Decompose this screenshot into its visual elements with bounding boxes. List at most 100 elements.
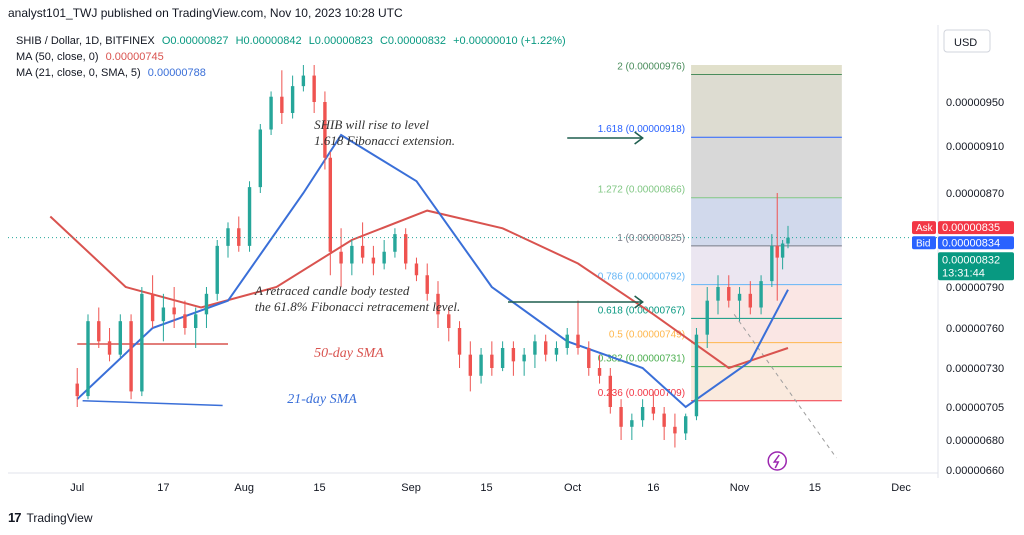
price-tag: [938, 252, 1014, 281]
ask-value: 0.00000835: [942, 222, 1000, 234]
candle-body: [393, 234, 397, 252]
last-price-value: 0.00000832: [942, 254, 1000, 266]
candle-body: [425, 275, 429, 294]
fib-zone: [691, 197, 842, 246]
candle-body: [150, 293, 155, 322]
price-tick-label: 0.00000870: [946, 188, 1004, 200]
candle-body: [619, 407, 623, 427]
candle-body: [554, 348, 559, 355]
lightning-icon: [767, 451, 787, 471]
fib-top-zone: [691, 65, 842, 75]
candle-body: [301, 75, 306, 87]
candle-body: [172, 307, 176, 315]
price-tag: [938, 236, 1014, 250]
candle-body: [86, 321, 90, 397]
price-tick-label: 0.00000790: [946, 282, 1004, 294]
candle-body: [522, 354, 526, 362]
fib-zone: [691, 245, 842, 285]
fib-level-label: 0.382 (0.00000731): [598, 354, 685, 365]
candle-body: [118, 321, 123, 355]
time-tick-label: Dec: [891, 482, 911, 494]
candle-body: [371, 257, 376, 264]
price-tag: [912, 236, 936, 250]
candle-body: [759, 281, 763, 308]
currency-label: USD: [954, 37, 977, 49]
publish-header: analyst101_TWJ published on TradingView.…: [8, 6, 403, 20]
candle-body: [651, 407, 656, 414]
candle-body: [490, 354, 494, 368]
legend-ma21-value: 0.00000788: [147, 67, 206, 79]
time-tick-label: 16: [647, 482, 659, 494]
candle-body: [447, 314, 451, 328]
fib-level-label: 2 (0.00000976): [617, 62, 685, 73]
ask-label: Ask: [916, 223, 934, 234]
candle-body: [457, 328, 462, 355]
legend-ma50-value: 0.00000745: [105, 51, 164, 63]
candle-body: [183, 314, 187, 328]
fib-level-label: 1.618 (0.00000918): [598, 124, 685, 135]
candle-body: [215, 245, 219, 294]
price-tag: [938, 221, 1014, 235]
annotation-fib-extension-line1: SHIB will rise to level: [314, 117, 429, 132]
annotation-retracement-line2: the 61.8% Fibonacci retracement level.: [255, 299, 460, 314]
trend-dashed-line: [733, 314, 837, 459]
candle-body: [775, 245, 779, 258]
candle-body: [716, 287, 720, 301]
candle-body: [75, 383, 79, 397]
time-tick-label: 15: [480, 482, 492, 494]
candle-body: [780, 243, 785, 258]
legend-open: O0.00000827: [161, 35, 229, 47]
tradingview-logo-icon: 17: [8, 510, 22, 525]
legend-ma21-label: MA (21, close, 0, SMA, 5): [16, 67, 141, 79]
candle-body: [683, 416, 688, 434]
candle-body: [350, 245, 354, 264]
candle-body: [107, 341, 112, 355]
footer: 17 TradingView: [8, 510, 93, 525]
legend-ma50-row: MA (50, close, 0) 0.00000745: [16, 49, 570, 65]
candle-body: [414, 263, 419, 276]
candle-body: [328, 157, 333, 252]
lightning-icon-bolt: [772, 454, 780, 469]
candle-body: [269, 96, 273, 130]
annotation-sma50: 50-day SMA: [314, 346, 384, 361]
annotation-sma21: 21-day SMA: [287, 392, 357, 407]
time-tick-label: Aug: [234, 482, 254, 494]
legend-symbol-row: SHIB / Dollar, 1D, BITFINEX O0.00000827 …: [16, 33, 570, 49]
price-tick-label: 0.00000730: [946, 363, 1004, 375]
countdown-value: 13:31:44: [942, 267, 985, 279]
candle-body: [770, 245, 774, 282]
candle-body: [479, 354, 483, 376]
legend-ma21-row: MA (21, close, 0, SMA, 5) 0.00000788: [16, 65, 570, 81]
candle-body: [533, 341, 537, 355]
sma21-support-line: [82, 400, 223, 407]
fib-zone: [691, 137, 842, 198]
candle-body: [500, 348, 505, 368]
time-tick-label: 17: [157, 482, 169, 494]
time-tick-label: Jul: [70, 482, 84, 494]
candle-body: [290, 86, 295, 113]
time-tick-label: Oct: [564, 482, 581, 494]
candle-body: [543, 341, 548, 355]
candle-body: [97, 321, 101, 342]
fib-level-label: 0.5 (0.00000749): [609, 330, 685, 341]
price-tick-label: 0.00000910: [946, 141, 1004, 153]
fib-level-label: 0.236 (0.00000709): [598, 388, 685, 399]
candle-body: [312, 75, 316, 102]
candle-body: [403, 234, 408, 264]
candle-body: [226, 228, 230, 246]
candle-body: [511, 348, 516, 362]
fib-level-label: 1.272 (0.00000866): [598, 185, 685, 196]
candle-body: [382, 251, 386, 264]
candle-body: [597, 368, 602, 376]
candle-body: [436, 293, 440, 315]
price-tick-label: 0.00000660: [946, 465, 1004, 477]
candle-body: [161, 307, 166, 322]
price-chart[interactable]: 2 (0.00000976) 1.618 (0.00000918) 1.272 (0…: [0, 25, 1024, 505]
candle-body: [587, 348, 591, 368]
candle-body: [786, 237, 790, 244]
candle-body: [360, 245, 365, 258]
legend-symbol-label: SHIB / Dollar, 1D, BITFINEX: [16, 35, 155, 47]
annotation-arrow-retracement-head: [634, 295, 644, 309]
candle-body: [323, 102, 327, 158]
candle-body: [247, 187, 252, 246]
